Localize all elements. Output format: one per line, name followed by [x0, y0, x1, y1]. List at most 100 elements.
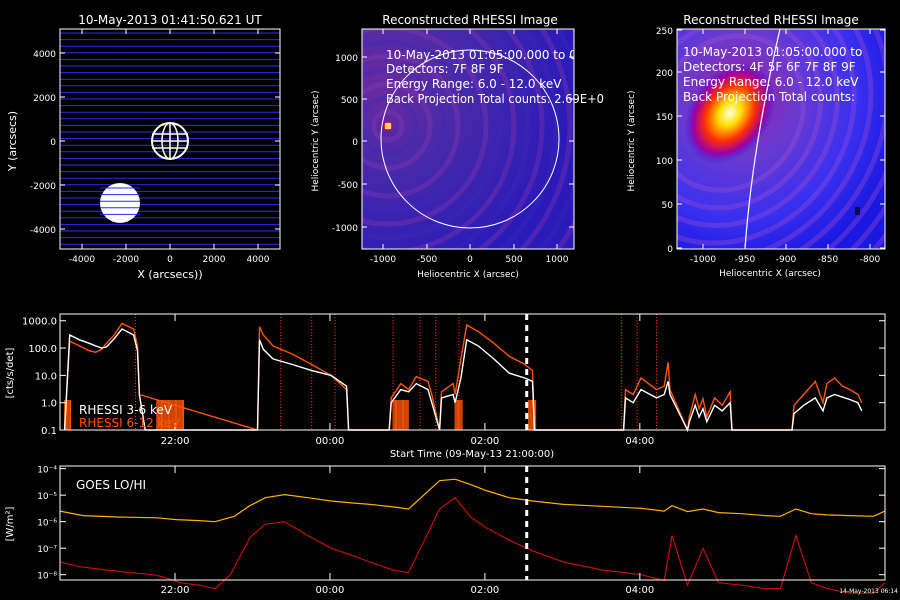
- x-tick-label: 22:00: [161, 436, 190, 447]
- rhessi-legend-6-12: RHESSI 6-12 keV: [79, 416, 180, 430]
- goes-frame: [59, 465, 886, 581]
- ripple-ring: [498, 29, 559, 249]
- ripple-ring: [362, 39, 475, 213]
- x-tick-label: -4000: [69, 255, 95, 265]
- zoom-title: Reconstructed RHESSI Image: [683, 13, 858, 27]
- y-tick-label: 0.1: [41, 426, 57, 437]
- full-disk-frame: [361, 28, 575, 250]
- zoom-ticks: -1000 -950 -900 -850 -800 250 200 150 100 50 0: [656, 27, 885, 265]
- ripple-ring: [677, 29, 885, 249]
- x-tick-label: 4000: [247, 255, 270, 265]
- full-disk-ylabel: Heliocentric Y (arcsec): [311, 90, 321, 191]
- solar-limb-circle: [380, 49, 560, 229]
- y-tick-label: 2000: [33, 94, 56, 104]
- x-tick-label: -900: [776, 255, 797, 265]
- y-tick-label: 4000: [33, 50, 56, 60]
- ripple-ring: [362, 67, 447, 185]
- zoom-ripples: [677, 29, 885, 249]
- ripple-ring: [362, 29, 517, 249]
- goes-ylabel: [W/m²]: [5, 506, 16, 541]
- full-disk-info-line: Back Projection Total counts: 2.69E+0: [386, 92, 604, 106]
- orbit-ticks: -4000 -2000 0 2000 4000 4000 2000 0 -2000 -4000: [30, 29, 280, 265]
- y-tick-label: 1000.0: [22, 317, 57, 328]
- full-disk-ripples: [362, 29, 574, 249]
- rhessi-lightcurve-panel: 1000.0 100.0 10.0 1.0 0.1 22:00 00:00 02:00 04:0…: [5, 313, 886, 460]
- y-tick-label: 50: [662, 201, 674, 211]
- ripple-ring: [677, 29, 874, 249]
- x-tick-label: 02:00: [470, 436, 499, 447]
- y-tick-label: 10⁻⁶: [37, 519, 57, 529]
- sun-globe: [151, 122, 189, 160]
- ripple-ring: [449, 29, 531, 249]
- rhessi-ylabel: [cts/s/det]: [5, 348, 16, 399]
- ripple-ring: [677, 29, 840, 228]
- orbit-panel: 10-May-2013 01:41:50.621 UT -4000 -2000 0 2…: [6, 13, 281, 281]
- footer-stamp: 14-May-2013 06:14: [839, 588, 898, 595]
- ripple-ring: [677, 29, 857, 246]
- zoom-info-line: 10-May-2013 01:05:00.000 to: [683, 45, 862, 59]
- ripple-ring: [677, 29, 823, 211]
- ripple-ring: [362, 53, 461, 199]
- zoom-info-line: Energy Range: 6.0 - 12.0 keV: [683, 75, 859, 89]
- y-tick-label: 250: [656, 27, 673, 37]
- goes-title: GOES LO/HI: [76, 478, 146, 492]
- full-disk-panel: Reconstructed RHESSI Image -1000 -500 0 500…: [311, 13, 604, 280]
- x-tick-label: 00:00: [316, 585, 345, 596]
- ripple-ring: [518, 29, 573, 249]
- ripple-ring: [362, 81, 433, 171]
- ripple-ring: [362, 29, 503, 241]
- y-tick-label: 10⁻⁸: [37, 572, 57, 582]
- orbit-ylabel: Y (arcsecs): [6, 111, 19, 172]
- x-tick-label: 22:00: [161, 585, 190, 596]
- x-tick-label: -500: [417, 255, 438, 265]
- y-tick-label: 0: [50, 138, 56, 148]
- zoom-panel: Reconstructed RHESSI Image -1000 -950 -900…: [627, 13, 886, 279]
- orbit-xlabel: X (arcsecs)): [137, 268, 202, 281]
- zoom-xlabel: Heliocentric X (arcsec): [719, 269, 821, 279]
- y-tick-label: 1.0: [41, 399, 57, 410]
- y-tick-label: 0: [352, 138, 358, 148]
- y-tick-label: -500: [338, 181, 359, 191]
- full-disk-info: 10-May-2013 01:05:00.000 to 01:06:00 Det…: [386, 48, 574, 91]
- y-tick-label: 10⁻⁴: [37, 466, 57, 476]
- rhessi-xlabel: Start Time (09-May-13 21:00:00): [390, 449, 554, 460]
- y-tick-label: 100.0: [28, 344, 57, 355]
- y-tick-label: 150: [656, 113, 673, 123]
- full-disk-title: Reconstructed RHESSI Image: [382, 13, 557, 27]
- x-tick-label: -850: [818, 255, 839, 265]
- goes-plot: 10⁻⁴ 10⁻⁵ 10⁻⁶ 10⁻⁷ 10⁻⁸ 22:00 00:00 02:00 04:00: [37, 466, 886, 596]
- ripple-ring: [476, 29, 545, 249]
- full-disk-xlabel: Heliocentric X (arcsec): [417, 270, 519, 280]
- y-tick-label: 100: [656, 157, 673, 167]
- y-tick-label: 200: [656, 69, 673, 79]
- flare-source-zoom: [684, 62, 776, 164]
- orbit-title: 10-May-2013 01:41:50.621 UT: [78, 13, 262, 27]
- x-tick-label: 0: [467, 255, 473, 265]
- goes-panel: 10⁻⁴ 10⁻⁵ 10⁻⁶ 10⁻⁷ 10⁻⁸ 22:00 00:00 02:00 04:00…: [5, 465, 898, 596]
- x-tick-label: 04:00: [625, 436, 654, 447]
- x-tick-label: -950: [735, 255, 756, 265]
- y-tick-label: 0: [667, 245, 673, 255]
- y-tick-label: 10⁻⁷: [37, 545, 57, 555]
- full-disk-ticks: -1000 -500 0 500 1000 1000 500 0 -500 -1000: [332, 29, 574, 265]
- solar-limb-arc: [744, 28, 781, 250]
- x-tick-label: 1000: [546, 255, 569, 265]
- zoom-info-line: Detectors: 4F 5F 6F 7F 8F 9F: [683, 60, 856, 74]
- x-tick-label: -2000: [113, 255, 139, 265]
- ripple-ring: [677, 29, 885, 249]
- earth-disk-stripes: [100, 187, 140, 215]
- y-tick-label: 500: [341, 96, 358, 106]
- full-disk-info-line: Detectors: 7F 8F 9F: [386, 62, 504, 76]
- rhessi-legend-3-6: RHESSI 3-6 keV: [79, 403, 173, 417]
- x-tick-label: 500: [505, 255, 522, 265]
- flare-kernel-full-disk: [385, 123, 391, 129]
- zoom-ylabel: Heliocentric Y (arcsec): [627, 90, 637, 191]
- x-tick-label: 04:00: [625, 585, 654, 596]
- x-tick-label: -800: [860, 255, 881, 265]
- ripple-ring: [677, 29, 885, 249]
- x-tick-label: 02:00: [470, 585, 499, 596]
- y-tick-label: 10⁻⁵: [37, 492, 57, 502]
- x-tick-label: 2000: [203, 255, 226, 265]
- y-tick-label: -1000: [332, 224, 358, 234]
